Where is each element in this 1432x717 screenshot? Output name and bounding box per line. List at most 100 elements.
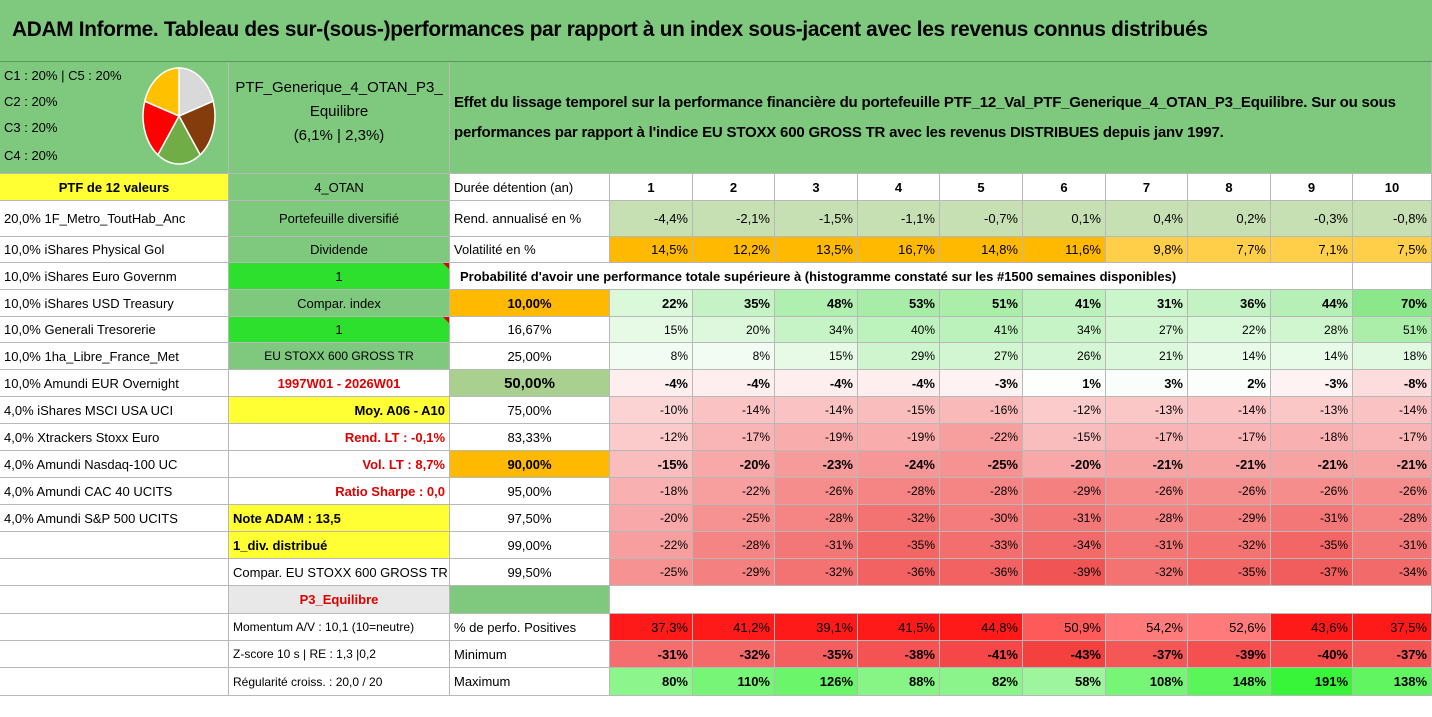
- compar-index-value-text: 1: [335, 322, 343, 337]
- quantile-value: -29%: [1023, 478, 1106, 505]
- vol-lt-text: Vol. LT : 8,7%: [362, 456, 445, 472]
- quantile-value-text: -35%: [1237, 565, 1266, 579]
- quantile-value: -17%: [1106, 424, 1188, 451]
- vol-value: 11,6%: [1023, 237, 1106, 263]
- quantile-value: 28%: [1271, 317, 1353, 343]
- quantile-label-text: 10,00%: [507, 295, 552, 311]
- vol-value-text: 9,8%: [1153, 242, 1183, 257]
- portfolio-name: PTF_Generique_4_OTAN_P3_Equilibre: [235, 79, 443, 120]
- year-header: 10: [1353, 174, 1432, 201]
- quantile-value-text: -29%: [1072, 484, 1101, 498]
- min-value: -31%: [610, 641, 693, 668]
- max-value-text: 110%: [737, 674, 770, 689]
- quantile-value: -21%: [1188, 451, 1271, 478]
- pos-value: 37,5%: [1353, 614, 1432, 641]
- pos-value-text: 37,3%: [651, 619, 688, 635]
- min-value: -39%: [1188, 641, 1271, 668]
- quantile-value-text: -28%: [1398, 511, 1427, 525]
- quantile-value-text: -22%: [659, 538, 688, 552]
- quantile-value: 21%: [1106, 343, 1188, 370]
- compar-index-value[interactable]: 1: [229, 317, 450, 343]
- quantile-value-text: 31%: [1156, 295, 1183, 311]
- quantile-value: -34%: [1353, 559, 1432, 586]
- vol-value: 16,7%: [858, 237, 940, 263]
- ratio-sharpe: Ratio Sharpe : 0,0: [229, 478, 450, 505]
- portfolio-type: Portefeuille diversifié: [229, 201, 450, 237]
- quantile-value-text: -31%: [1154, 538, 1183, 552]
- pie-slice: [178, 67, 215, 118]
- quantile-value: -10%: [610, 397, 693, 424]
- quantile-label-text: 25,00%: [507, 348, 552, 364]
- quantile-value: 51%: [940, 290, 1023, 317]
- year-header-text: 2: [729, 179, 738, 195]
- max-value-text: 58%: [1074, 674, 1101, 689]
- vol-value-text: 7,7%: [1236, 242, 1266, 257]
- empty-cell: [610, 586, 1432, 614]
- quantile-value-text: -36%: [989, 565, 1018, 579]
- quantile-value-text: -34%: [1398, 565, 1427, 579]
- vol-value: 14,8%: [940, 237, 1023, 263]
- quantile-value: -18%: [610, 478, 693, 505]
- quantile-value: -3%: [1271, 370, 1353, 397]
- year-header-text: 9: [1307, 179, 1316, 195]
- portfolio-header: PTF_Generique_4_OTAN_P3_Equilibre (6,1% |…: [229, 62, 450, 174]
- quantile-value: -33%: [940, 532, 1023, 559]
- quantile-value: 41%: [940, 317, 1023, 343]
- holding-row-text: 20,0% 1F_Metro_ToutHab_Anc: [4, 211, 186, 226]
- rend-value-text: -1,5%: [819, 211, 853, 226]
- year-header-text: 3: [812, 179, 820, 195]
- quantile-value-text: -35%: [906, 538, 935, 552]
- quantile-value: -29%: [1188, 505, 1271, 532]
- quantile-value: -28%: [775, 505, 858, 532]
- vol-value-text: 7,1%: [1318, 242, 1348, 257]
- quantile-value: -12%: [1023, 397, 1106, 424]
- empty-cell: [0, 559, 229, 586]
- pie-slice: [156, 114, 202, 165]
- compar-index-label-text: Compar. index: [297, 295, 381, 311]
- quantile-value: -13%: [1271, 397, 1353, 424]
- quantile-value-text: -35%: [1319, 538, 1348, 552]
- quantile-value: -22%: [610, 532, 693, 559]
- quantile-value-text: 35%: [743, 295, 770, 311]
- min-label-text: Minimum: [454, 646, 507, 662]
- pos-value-text: 54,2%: [1146, 619, 1183, 635]
- vol-value: 7,5%: [1353, 237, 1432, 263]
- quantile-value: 8%: [693, 343, 775, 370]
- dividend-label-text: Dividende: [310, 242, 368, 257]
- max-value-text: 191%: [1314, 674, 1348, 689]
- quantile-value-text: 18%: [1402, 349, 1427, 363]
- quantile-value: -25%: [610, 559, 693, 586]
- quantile-value: 15%: [610, 317, 693, 343]
- quantile-value: 40%: [858, 317, 940, 343]
- rend-value-text: -2,1%: [736, 211, 770, 226]
- quantile-value-text: 22%: [1241, 322, 1266, 337]
- year-header: 4: [858, 174, 940, 201]
- quantile-value-text: -28%: [741, 538, 770, 552]
- quantile-value-text: 28%: [1323, 322, 1348, 337]
- quantile-value-text: 15%: [663, 322, 688, 337]
- quantile-value-text: -4%: [664, 375, 688, 391]
- pos-value-text: 37,5%: [1390, 619, 1427, 635]
- rend-label-text: Rend. annualisé en %: [454, 211, 582, 226]
- max-value-text: 82%: [991, 674, 1018, 689]
- quantile-value: -19%: [775, 424, 858, 451]
- quantile-value: -8%: [1353, 370, 1432, 397]
- quantile-value-text: -26%: [1398, 484, 1427, 498]
- year-header-text: 8: [1225, 179, 1233, 195]
- quantile-value-text: -15%: [657, 456, 688, 472]
- holding-row: 10,0% Amundi EUR Overnight: [0, 370, 229, 397]
- rend-value: 0,1%: [1023, 201, 1106, 237]
- quantile-value-text: 44%: [1321, 295, 1348, 311]
- quantile-value-text: -33%: [989, 538, 1018, 552]
- quantile-label: 10,00%: [450, 290, 610, 317]
- quantile-value: -20%: [1023, 451, 1106, 478]
- year-header-text: 7: [1142, 179, 1151, 195]
- momentum: Momentum A/V : 10,1 (10=neutre): [229, 614, 450, 641]
- quantile-value: -34%: [1023, 532, 1106, 559]
- quantile-value: 18%: [1353, 343, 1432, 370]
- min-value-text: -41%: [987, 646, 1018, 662]
- quantile-value-text: -31%: [1072, 511, 1101, 525]
- dividend-value[interactable]: 1: [229, 263, 450, 290]
- quantile-value: -28%: [858, 478, 940, 505]
- empty-cell: [1353, 263, 1432, 290]
